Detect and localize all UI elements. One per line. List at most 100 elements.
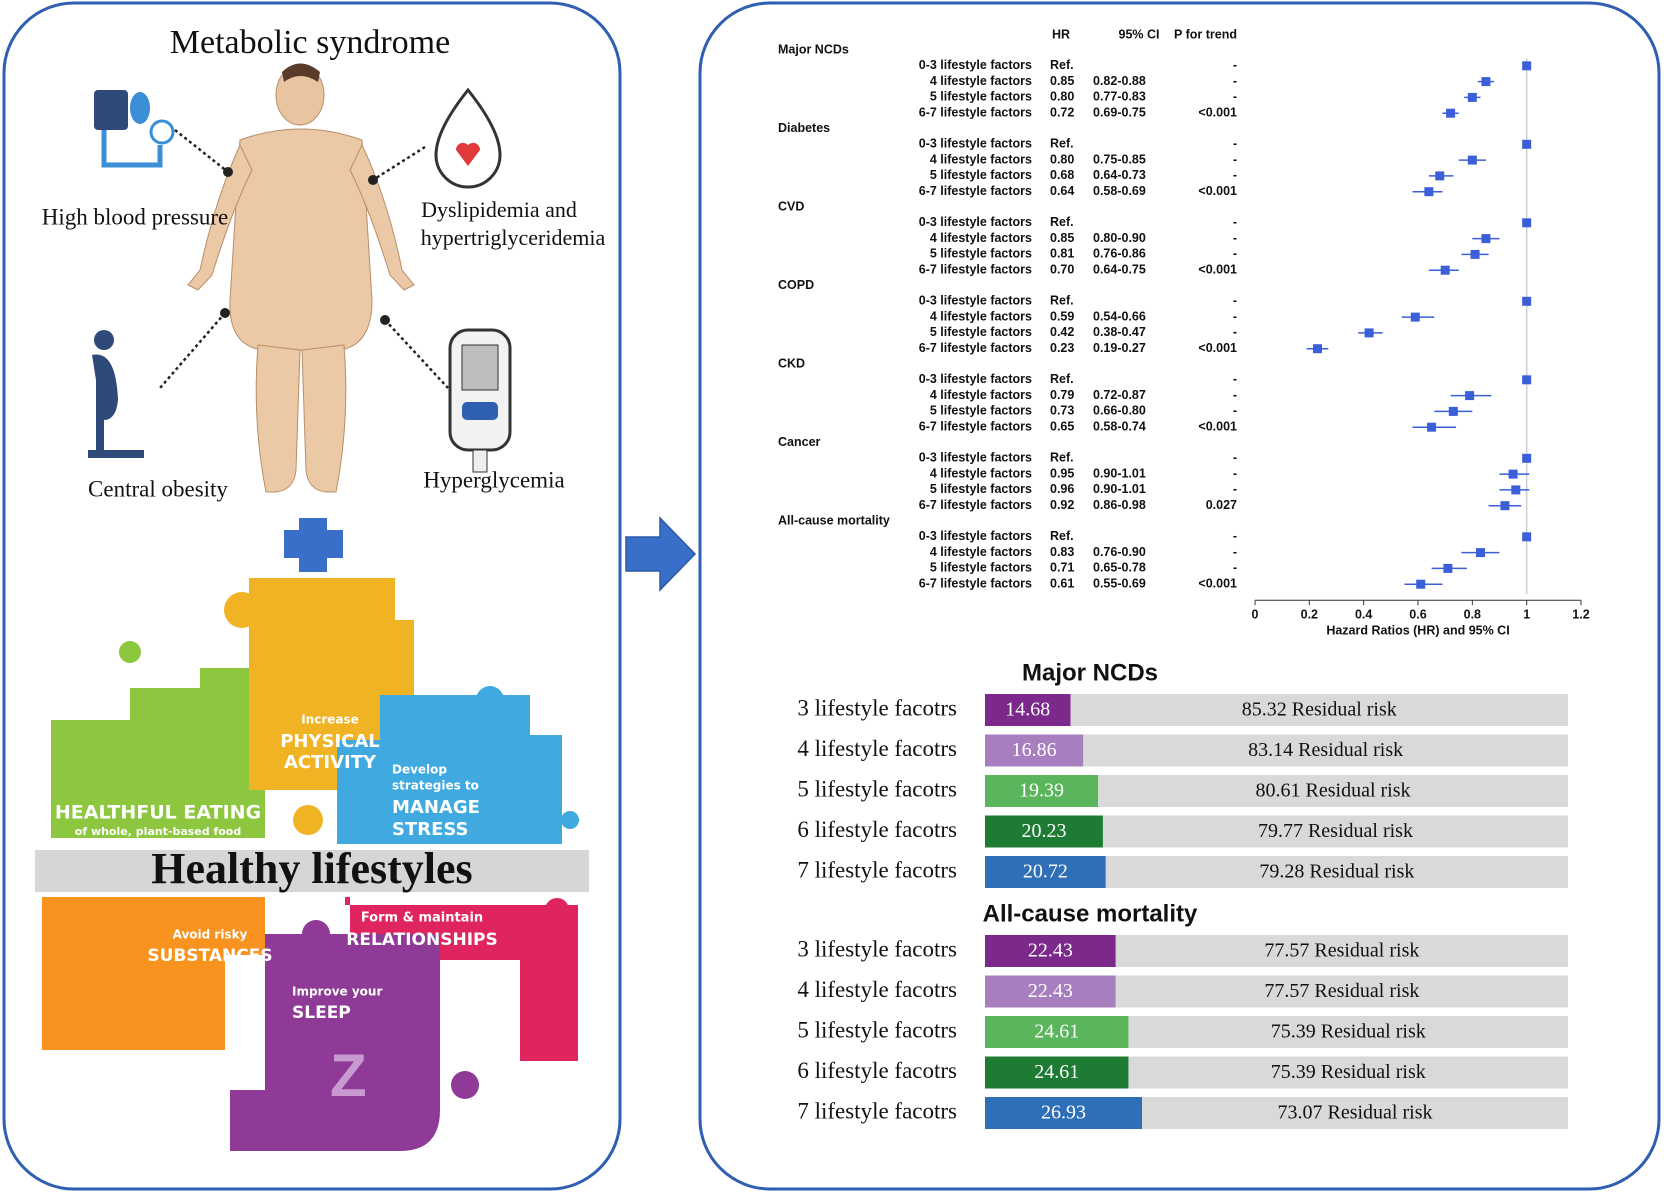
p-label: <0.001 — [1198, 262, 1237, 276]
group-label: Diabetes — [778, 121, 830, 135]
bar-value-label: 19.39 — [1019, 780, 1064, 802]
x-tick-label: 1.2 — [1572, 607, 1589, 621]
sleep-icon: Z — [330, 1042, 367, 1109]
tile-text: SUBSTANCES — [147, 946, 272, 966]
hr-label: 0.81 — [1050, 247, 1074, 261]
hr-point — [1470, 249, 1480, 259]
p-label: <0.001 — [1198, 184, 1237, 198]
hr-point — [1416, 579, 1426, 589]
bar-value-label: 26.93 — [1041, 1102, 1086, 1124]
left-panel — [2, 1, 622, 1191]
p-label: - — [1233, 561, 1237, 575]
category-label: 7 lifestyle facotrs — [797, 1098, 957, 1123]
row-label: 5 lifestyle factors — [930, 482, 1032, 496]
bar-value-label: 75.39 Residual risk — [1271, 1061, 1426, 1083]
ci-label: 0.58-0.69 — [1093, 184, 1146, 198]
category-label: 6 lifestyle facotrs — [797, 817, 957, 842]
p-label: - — [1233, 372, 1237, 386]
row-label: 6-7 lifestyle factors — [919, 262, 1032, 276]
row-label: 0-3 lifestyle factors — [919, 529, 1032, 543]
hr-label: 0.65 — [1050, 419, 1074, 433]
hr-point — [1440, 265, 1450, 275]
hr-point — [1522, 375, 1532, 385]
bar-value-label: 16.86 — [1012, 739, 1057, 761]
hr-label: 0.70 — [1050, 262, 1074, 276]
tile-text: ACTIVITY — [284, 752, 377, 773]
row-label: 6-7 lifestyle factors — [919, 341, 1032, 355]
component-label: High blood pressure — [42, 204, 229, 229]
ci-label: 0.69-0.75 — [1093, 105, 1146, 119]
p-label: - — [1233, 168, 1237, 182]
row-label: 5 lifestyle factors — [930, 561, 1032, 575]
row-label: 5 lifestyle factors — [930, 168, 1032, 182]
column-header: 95% CI — [1119, 27, 1160, 41]
bar-chart-title: All-cause mortality — [983, 900, 1198, 927]
hr-label: 0.72 — [1050, 105, 1074, 119]
component-label: Dyslipidemia and — [421, 197, 577, 222]
bar-value-label: 73.07 Residual risk — [1278, 1102, 1433, 1124]
category-label: 4 lifestyle facotrs — [797, 977, 957, 1002]
hr-label: Ref. — [1050, 451, 1074, 465]
hr-point — [1435, 171, 1445, 181]
hr-label: Ref. — [1050, 58, 1074, 72]
ci-label: 0.75-0.85 — [1093, 152, 1146, 166]
p-label: - — [1233, 388, 1237, 402]
hr-point — [1475, 548, 1485, 558]
p-label: - — [1233, 152, 1237, 166]
plus-sign — [284, 518, 343, 572]
hr-point — [1508, 469, 1518, 479]
p-label: - — [1233, 247, 1237, 261]
bar-value-label: 85.32 Residual risk — [1242, 699, 1397, 721]
column-header: P for trend — [1174, 27, 1237, 41]
icons — [88, 87, 512, 473]
bar-segment — [985, 815, 1103, 848]
category-label: 7 lifestyle facotrs — [797, 857, 957, 882]
bar-segment — [1142, 1097, 1568, 1129]
hr-label: 0.23 — [1050, 341, 1074, 355]
bar-value-label: 77.57 Residual risk — [1264, 980, 1419, 1002]
hr-label: Ref. — [1050, 372, 1074, 386]
group-label: Cancer — [778, 435, 821, 449]
p-label: 0.027 — [1206, 498, 1237, 512]
row-label: 0-3 lifestyle factors — [919, 137, 1032, 151]
forest-plot: HR 95% CI P for trend Major NCDs 0-3 lifesty… — [778, 27, 1590, 637]
hr-point — [1448, 406, 1458, 416]
row-label: 0-3 lifestyle factors — [919, 58, 1032, 72]
hr-label: 0.85 — [1050, 231, 1074, 245]
hr-point — [1522, 218, 1532, 228]
p-label: - — [1233, 466, 1237, 480]
hr-label: Ref. — [1050, 294, 1074, 308]
bar-segment — [985, 1016, 1129, 1048]
hr-point — [1465, 391, 1475, 401]
row-label: 0-3 lifestyle factors — [919, 372, 1032, 386]
bar-segment — [1098, 775, 1568, 807]
ci-label: 0.77-0.83 — [1093, 90, 1146, 104]
p-label: - — [1233, 482, 1237, 496]
hr-point — [1522, 453, 1532, 463]
bar-segment — [985, 1056, 1129, 1089]
category-label: 5 lifestyle facotrs — [797, 776, 957, 801]
tile-text: Avoid risky — [173, 928, 248, 942]
p-label: - — [1233, 231, 1237, 245]
hr-label: 0.95 — [1050, 466, 1074, 480]
hr-point — [1481, 77, 1491, 87]
hr-point — [1364, 328, 1374, 338]
group-label: COPD — [778, 278, 814, 292]
hr-point — [1522, 532, 1532, 542]
tile-text: Develop — [392, 763, 447, 777]
ci-label: 0.19-0.27 — [1093, 341, 1146, 355]
bar-value-label: 80.61 Residual risk — [1256, 780, 1411, 802]
p-label: - — [1233, 137, 1237, 151]
bar-value-label: 79.28 Residual risk — [1259, 861, 1414, 883]
hr-label: 0.71 — [1050, 561, 1074, 575]
lifestyle-tiles — [35, 578, 589, 1151]
x-tick-label: 0.4 — [1355, 607, 1372, 621]
p-label: - — [1233, 309, 1237, 323]
x-tick-label: 0.8 — [1464, 607, 1481, 621]
p-label: - — [1233, 90, 1237, 104]
connectors — [159, 129, 449, 389]
bar-segment — [1105, 856, 1568, 888]
hr-point — [1410, 312, 1420, 322]
tile-text: of whole, plant-based food — [75, 825, 241, 838]
tile-text: STRESS — [392, 819, 469, 840]
